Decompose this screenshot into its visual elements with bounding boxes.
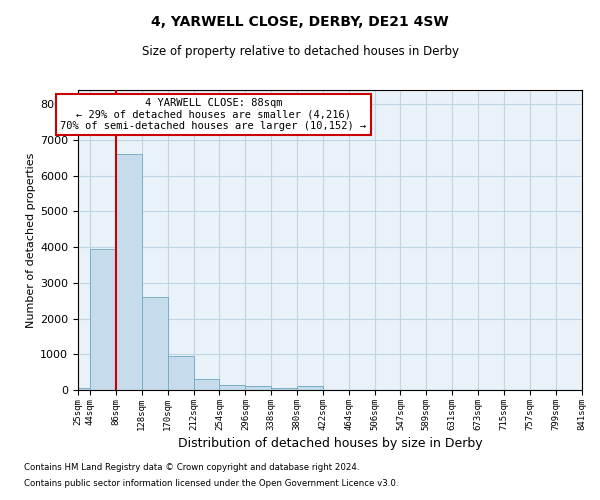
Bar <box>142 297 167 390</box>
Bar <box>78 388 90 390</box>
Bar <box>167 356 193 390</box>
Text: Size of property relative to detached houses in Derby: Size of property relative to detached ho… <box>142 45 458 58</box>
Bar <box>297 386 323 390</box>
Bar <box>193 379 220 390</box>
Y-axis label: Number of detached properties: Number of detached properties <box>26 152 36 328</box>
Text: Contains HM Land Registry data © Crown copyright and database right 2024.: Contains HM Land Registry data © Crown c… <box>24 464 359 472</box>
X-axis label: Distribution of detached houses by size in Derby: Distribution of detached houses by size … <box>178 437 482 450</box>
Bar <box>220 385 245 390</box>
Text: Contains public sector information licensed under the Open Government Licence v3: Contains public sector information licen… <box>24 478 398 488</box>
Text: 4 YARWELL CLOSE: 88sqm
← 29% of detached houses are smaller (4,216)
70% of semi-: 4 YARWELL CLOSE: 88sqm ← 29% of detached… <box>60 98 367 131</box>
Bar <box>245 386 271 390</box>
Text: 4, YARWELL CLOSE, DERBY, DE21 4SW: 4, YARWELL CLOSE, DERBY, DE21 4SW <box>151 15 449 29</box>
Bar <box>90 248 116 390</box>
Bar <box>271 388 297 390</box>
Bar <box>116 154 142 390</box>
